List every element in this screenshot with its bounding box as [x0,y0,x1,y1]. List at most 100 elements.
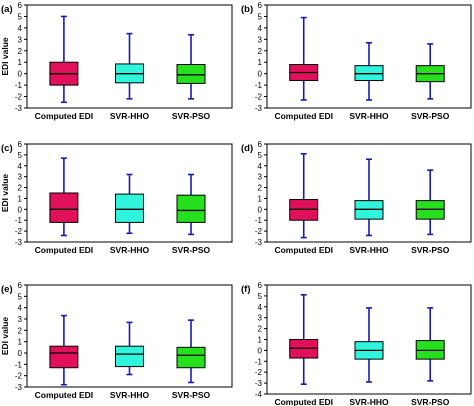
y-tick-label: 5 [258,151,263,160]
iqr-box [176,346,206,369]
x-category-label: Computed EDI [35,390,94,400]
y-tick-label: 1 [18,58,23,67]
y-tick-label: 3 [258,35,263,44]
y-tick-label: -1 [15,81,23,90]
panel-label: (b) [241,4,253,15]
y-tick-label: -2 [255,93,263,102]
y-tick-label: -2 [15,227,23,236]
x-category-label: Computed EDI [35,245,94,255]
y-tick-label: 2 [18,326,23,335]
y-tick-label: -3 [15,238,23,247]
iqr-box [176,64,206,84]
panel-label: (f) [241,284,251,295]
y-axis-title: EDI value [0,37,10,76]
y-tick-label: -2 [15,93,23,102]
y-tick-label: 6 [258,1,263,10]
x-category-label: SVR-HHO [110,390,150,400]
y-tick-label: -3 [15,104,23,113]
y-tick-label: 4 [258,303,263,312]
x-category-label: SVR-HHO [110,111,150,121]
y-tick-label: 6 [18,1,23,10]
y-tick-label: -2 [255,227,263,236]
y-tick-label: 4 [18,24,23,33]
iqr-box [176,194,206,223]
y-tick-label: 6 [258,281,263,290]
iqr-box [115,193,144,223]
y-tick-label: -4 [255,390,263,399]
plot-frame [26,143,233,243]
y-tick-label: 0 [258,70,263,79]
y-tick-label: -1 [15,360,23,369]
panel-label: (c) [1,143,13,154]
x-category-label: SVR-PSO [411,111,450,121]
y-tick-label: -3 [15,383,23,392]
y-tick-label: 4 [258,162,263,171]
x-category-label: SVR-PSO [172,390,211,400]
x-category-label: SVR-HHO [349,245,389,255]
iqr-box [49,345,79,369]
x-category-label: Computed EDI [35,111,94,121]
plot-frame [26,284,233,388]
y-tick-label: 3 [18,315,23,324]
chart-panel-b: -3 -2 -1 0 1 2 3 4 5 6 (b) Computed EDI SVR-HHO SVR-P… [241,1,472,121]
y-axis-title: EDI value [0,174,10,213]
y-tick-label: 3 [258,173,263,182]
y-tick-label: 6 [18,140,23,149]
y-tick-label: 1 [18,194,23,203]
y-tick-label: 6 [258,140,263,149]
y-tick-label: 3 [18,173,23,182]
y-tick-label: 0 [18,205,23,214]
y-tick-label: 0 [258,346,263,355]
y-tick-label: 2 [258,47,263,56]
iqr-box [115,345,144,368]
y-tick-label: 2 [18,47,23,56]
y-tick-label: -3 [255,379,263,388]
y-tick-label: 5 [18,12,23,21]
x-category-label: SVR-PSO [411,245,450,255]
panel-label: (a) [1,4,13,15]
x-category-label: SVR-PSO [172,245,211,255]
x-category-label: SVR-HHO [349,111,389,121]
y-tick-label: -2 [15,372,23,381]
y-tick-label: 1 [258,194,263,203]
x-category-label: Computed EDI [274,245,333,255]
y-tick-label: -1 [255,216,263,225]
y-tick-label: 5 [258,292,263,301]
y-tick-label: 5 [18,292,23,301]
x-category-label: SVR-PSO [411,397,450,406]
y-tick-label: 5 [258,12,263,21]
y-tick-label: -1 [15,216,23,225]
y-tick-label: -1 [255,81,263,90]
y-tick-label: 5 [18,151,23,160]
panel-label: (d) [241,143,253,154]
plot-frame [266,143,472,243]
chart-panel-e: -3 -2 -1 0 1 2 3 4 5 6 (e) EDI value Computed EDI SVR… [0,281,233,400]
plot-frame [266,4,472,109]
y-tick-label: 2 [258,325,263,334]
y-tick-label: 1 [18,338,23,347]
y-tick-label: -1 [255,357,263,366]
y-tick-label: 4 [258,24,263,33]
y-tick-label: -2 [255,368,263,377]
x-category-label: SVR-PSO [172,111,211,121]
chart-panel-c: -3 -2 -1 0 12 3 4 5 6 (c) EDI value Computed EDI SVR… [0,140,233,255]
y-tick-label: 3 [258,314,263,323]
y-tick-label: 2 [18,184,23,193]
x-category-label: Computed EDI [274,111,333,121]
x-category-label: Computed EDI [274,397,333,406]
y-tick-label: 3 [18,35,23,44]
y-tick-label: 4 [18,162,23,171]
y-tick-label: 6 [18,281,23,290]
y-tick-label: 1 [258,336,263,345]
x-category-label: SVR-HHO [110,245,150,255]
y-tick-label: 4 [18,304,23,313]
chart-panel-d: -3 -2 -1 0 12 3 4 5 6 (d) Computed EDI SVR-HHO SVR-P… [241,140,472,255]
plot-frame [26,4,233,109]
y-tick-label: -3 [255,238,263,247]
y-axis-title: EDI value [0,317,10,356]
panel-label: (e) [1,284,13,295]
y-tick-label: 0 [18,349,23,358]
y-tick-label: 0 [18,70,23,79]
y-tick-label: 1 [258,58,263,67]
